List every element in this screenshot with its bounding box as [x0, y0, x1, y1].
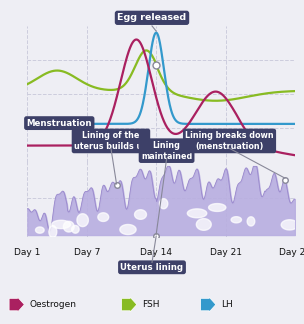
Text: Oestrogen: Oestrogen — [30, 300, 77, 309]
Polygon shape — [49, 226, 57, 238]
Polygon shape — [247, 217, 255, 226]
Text: Lining breaks down
(menstruation): Lining breaks down (menstruation) — [185, 131, 274, 151]
Polygon shape — [281, 220, 298, 230]
Text: Lining of the
uterus builds up: Lining of the uterus builds up — [74, 131, 148, 151]
Text: LH: LH — [221, 300, 233, 309]
Text: Day 21: Day 21 — [209, 248, 241, 257]
Polygon shape — [52, 220, 71, 229]
Polygon shape — [36, 227, 44, 233]
Text: Day 1: Day 1 — [14, 248, 40, 257]
Text: Day 7: Day 7 — [74, 248, 100, 257]
Polygon shape — [209, 203, 226, 212]
Text: Menstruation: Menstruation — [26, 119, 92, 128]
Text: Day 28: Day 28 — [279, 248, 304, 257]
Text: Lining
maintained: Lining maintained — [141, 141, 192, 161]
FancyArrow shape — [201, 297, 216, 312]
Polygon shape — [77, 214, 88, 226]
Polygon shape — [120, 225, 136, 235]
Text: Day 14: Day 14 — [140, 248, 172, 257]
Polygon shape — [231, 217, 241, 223]
Polygon shape — [72, 226, 79, 233]
FancyArrow shape — [9, 297, 24, 312]
FancyArrow shape — [122, 297, 137, 312]
Polygon shape — [187, 209, 207, 218]
Text: Uterus lining: Uterus lining — [120, 263, 184, 272]
Polygon shape — [98, 213, 109, 222]
Text: FSH: FSH — [142, 300, 160, 309]
Text: Egg released: Egg released — [117, 13, 187, 22]
Polygon shape — [160, 199, 168, 209]
Polygon shape — [64, 221, 74, 232]
Polygon shape — [196, 219, 211, 230]
Polygon shape — [135, 210, 147, 219]
